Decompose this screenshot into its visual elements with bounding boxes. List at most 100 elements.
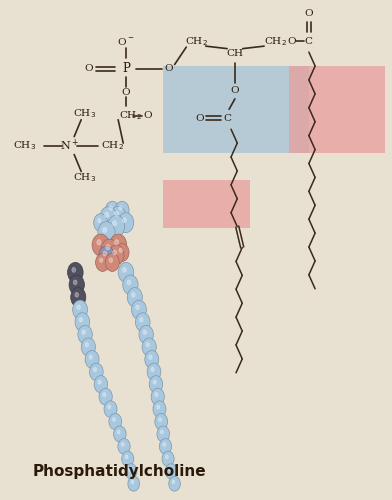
FancyBboxPatch shape (289, 66, 385, 153)
Circle shape (118, 212, 134, 233)
Circle shape (123, 275, 138, 294)
Circle shape (151, 388, 164, 405)
Circle shape (125, 455, 128, 459)
Circle shape (105, 202, 119, 219)
Circle shape (165, 455, 169, 459)
Circle shape (157, 426, 169, 442)
Circle shape (169, 476, 180, 491)
FancyBboxPatch shape (163, 180, 250, 228)
Circle shape (81, 338, 95, 356)
Text: CH$_3$: CH$_3$ (73, 107, 97, 120)
Circle shape (110, 234, 127, 256)
Circle shape (172, 480, 175, 484)
Circle shape (122, 218, 126, 222)
Circle shape (160, 430, 163, 434)
Circle shape (75, 292, 79, 297)
Text: O: O (85, 64, 93, 73)
Circle shape (103, 392, 106, 396)
Text: CH: CH (227, 49, 243, 58)
Text: C: C (223, 114, 231, 122)
Text: O: O (122, 88, 130, 97)
Circle shape (71, 288, 86, 307)
Text: N$^+$: N$^+$ (60, 138, 79, 153)
Circle shape (78, 326, 92, 344)
Circle shape (145, 350, 159, 368)
Circle shape (119, 206, 122, 210)
Text: C: C (305, 36, 313, 46)
Circle shape (153, 401, 166, 417)
Circle shape (97, 240, 101, 245)
Circle shape (104, 401, 117, 417)
Text: O: O (305, 10, 313, 18)
Circle shape (98, 380, 101, 384)
Circle shape (73, 300, 87, 319)
Circle shape (121, 442, 124, 446)
Circle shape (101, 239, 118, 261)
Circle shape (75, 312, 90, 332)
Circle shape (114, 426, 126, 442)
Text: CH$_3$: CH$_3$ (13, 139, 36, 152)
Circle shape (111, 206, 126, 226)
Circle shape (136, 305, 139, 310)
Circle shape (163, 442, 166, 446)
Circle shape (118, 262, 134, 282)
Circle shape (89, 355, 93, 360)
Circle shape (94, 214, 108, 232)
Circle shape (106, 244, 110, 250)
Circle shape (118, 438, 130, 454)
Circle shape (122, 268, 126, 272)
Circle shape (96, 254, 110, 272)
Circle shape (73, 280, 77, 285)
Circle shape (85, 350, 99, 368)
Circle shape (69, 275, 84, 294)
Circle shape (149, 355, 152, 360)
Circle shape (77, 305, 80, 310)
Text: O: O (143, 112, 152, 120)
Circle shape (127, 288, 142, 307)
Circle shape (113, 418, 116, 422)
Circle shape (103, 251, 107, 256)
Circle shape (125, 464, 137, 479)
Circle shape (143, 330, 147, 334)
Circle shape (105, 212, 109, 218)
Circle shape (108, 215, 125, 237)
Circle shape (107, 405, 111, 409)
Circle shape (131, 480, 134, 484)
Circle shape (142, 338, 156, 356)
Circle shape (93, 368, 97, 372)
Text: Phosphatidylcholine: Phosphatidylcholine (33, 464, 206, 478)
Circle shape (128, 476, 140, 491)
Circle shape (92, 234, 109, 256)
Circle shape (113, 220, 117, 226)
Circle shape (98, 218, 101, 222)
Text: CH$_2$: CH$_2$ (101, 139, 124, 152)
Circle shape (122, 451, 134, 466)
FancyBboxPatch shape (163, 66, 309, 153)
Circle shape (149, 376, 163, 393)
Text: CH$_2$: CH$_2$ (185, 35, 207, 48)
Circle shape (89, 363, 103, 380)
Circle shape (98, 222, 115, 244)
Circle shape (94, 376, 107, 393)
Circle shape (153, 380, 156, 384)
Circle shape (151, 368, 154, 372)
Circle shape (128, 468, 131, 471)
Circle shape (158, 418, 162, 422)
Circle shape (146, 342, 149, 347)
Circle shape (79, 318, 83, 322)
Text: O: O (196, 114, 204, 122)
Circle shape (72, 268, 76, 272)
Circle shape (109, 258, 113, 262)
Circle shape (109, 414, 122, 430)
Circle shape (99, 388, 112, 405)
Circle shape (127, 280, 131, 285)
Circle shape (131, 300, 146, 319)
Text: P: P (122, 62, 130, 75)
Circle shape (100, 206, 117, 229)
Circle shape (159, 438, 172, 454)
Circle shape (169, 468, 171, 471)
Text: O$^-$: O$^-$ (117, 36, 134, 46)
Circle shape (103, 227, 107, 232)
Text: CH$_3$: CH$_3$ (73, 172, 97, 184)
Circle shape (109, 206, 113, 210)
